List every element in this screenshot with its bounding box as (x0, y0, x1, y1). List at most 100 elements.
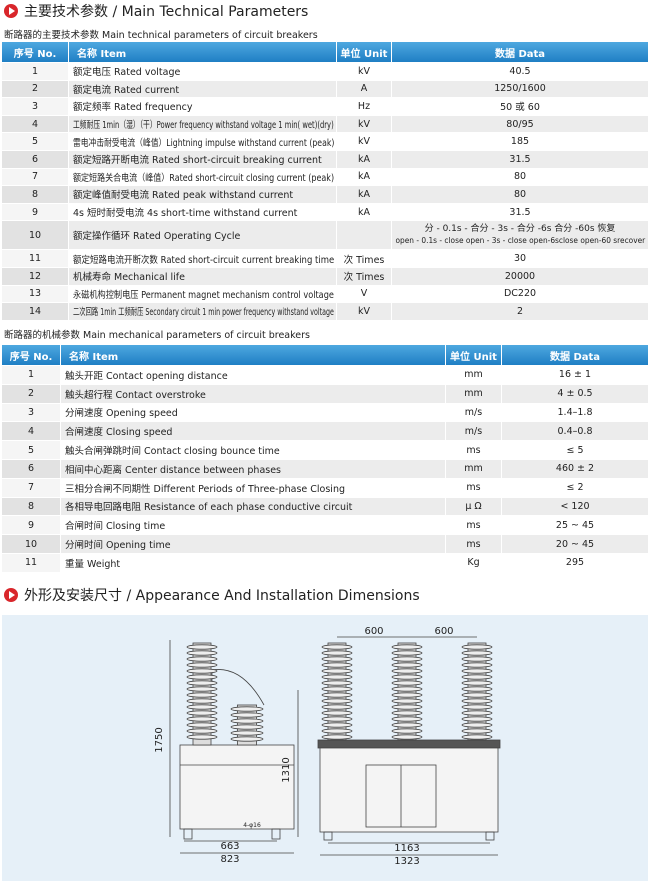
table-cell: ms (445, 478, 501, 497)
table-row: 5 雷电冲击耐受电流（峰值）Lightning impulse withstand… (2, 133, 648, 151)
cell-text: 16 ± 1 (558, 369, 592, 381)
table-cell: kA (336, 168, 391, 186)
cell-text: 额定频率 Rated frequency (73, 102, 193, 114)
cell-text: 工频耐压 1min（湿）（干）Power frequency withstand… (73, 120, 334, 132)
dimension-label: 4-φ16 (243, 822, 261, 829)
table-cell: 额定短路关合电流（峰值）Rated short-circuit closing … (68, 168, 336, 186)
cell-text: 1 (27, 369, 35, 381)
table-cell: 额定峰值耐受电流 Rated peak withstand current (68, 186, 336, 203)
cell-text: m/s (464, 425, 483, 437)
table-cell: 10 (2, 221, 68, 250)
cell-text: 10 (28, 229, 42, 241)
table-row: 9 4s 短时耐受电流 4s short-time withstand curre… (2, 203, 648, 222)
insulator-part (230, 712, 264, 718)
leg (271, 828, 281, 840)
table-cell: 5 (2, 441, 60, 459)
table-cell: 重量 Weight (60, 553, 445, 572)
table-header: 序号 No. 名称 Item 单位 Unit 数据 Data (2, 345, 648, 366)
insulator-part (186, 728, 218, 734)
table-cell: 触头超行程 Contact overstroke (60, 384, 445, 403)
cell-text: 额定短路关合电流（峰值）Rated short-circuit closing … (73, 172, 335, 184)
cell-text: Hz (357, 100, 371, 112)
table-cell: 12 (2, 267, 68, 285)
insulator-part (461, 716, 493, 722)
cell-text: 4 (31, 118, 39, 130)
table-cell: kA (336, 203, 391, 221)
cell-text: V (360, 288, 368, 300)
cell-text: 9 (31, 206, 39, 218)
dimension-drawing: 1750 1310 663 823 4-φ16 600 600 1163 132… (2, 615, 648, 881)
table-cell: 16 ± 1 (501, 366, 648, 384)
insulator-part (461, 722, 493, 728)
table-cell: 9 (2, 203, 68, 221)
table-cell: 额定操作循环 Rated Operating Cycle (68, 221, 336, 250)
cabinet (319, 747, 499, 833)
cell-text: m/s (464, 406, 483, 418)
insulator-part (230, 730, 264, 736)
table-cell: 50 或 60 (391, 98, 648, 115)
cell-text: kA (357, 153, 370, 165)
table-cell: mm (445, 459, 501, 478)
cell-text: 额定电流 Rated current (73, 84, 180, 96)
table-cell: 额定短路开断电流 Rated short-circuit breaking cu… (68, 150, 336, 168)
insulator-part (461, 674, 493, 680)
table-cell: 次 Times (336, 267, 391, 285)
table-row: 3 分闸速度 Opening speed m/s 1.4–1.8 (2, 403, 648, 423)
dimension-label: 600 (364, 626, 383, 637)
table-cell: 雷电冲击耐受电流（峰值）Lightning impulse withstand … (68, 133, 336, 150)
cell-text: 合闸时间 Closing time (65, 521, 166, 533)
insulator-part (391, 728, 423, 734)
table-cell: 6 (2, 150, 68, 168)
cell-text: kV (357, 65, 370, 77)
insulator-part (230, 736, 264, 742)
insulator-part (321, 704, 353, 710)
cell-text: 2 (27, 388, 35, 400)
table-cell: m/s (445, 422, 501, 441)
insulator-part (186, 668, 218, 674)
table-cell: 额定电流 Rated current (68, 80, 336, 98)
dimension-label: 823 (220, 854, 239, 865)
insulator-part (186, 734, 218, 740)
table-cell: m/s (445, 403, 501, 422)
table-row: 4 合闸速度 Closing speed m/s 0.4–0.8 (2, 422, 648, 442)
cell-text: 13 (28, 288, 42, 300)
insulator-part (230, 724, 264, 730)
table-cell: 7 (2, 168, 68, 186)
insulator-part (461, 728, 493, 734)
cell-text: 7 (27, 482, 35, 494)
leg (323, 831, 333, 841)
cell-text: 31.5 (509, 153, 531, 165)
cell-text: 4 ± 0.5 (557, 388, 593, 400)
cell-text: 分闸时间 Opening time (65, 540, 171, 552)
table-cell: 80 (391, 168, 648, 186)
cell-text: 20 ~ 45 (555, 538, 595, 550)
table-cell: 460 ± 2 (501, 459, 648, 478)
table-cell: 额定电压 Rated voltage (68, 63, 336, 80)
table-cell: 分闸速度 Opening speed (60, 403, 445, 422)
table-cell: 1 (2, 366, 60, 384)
table-cell: kA (336, 150, 391, 168)
cell-text: DC220 (503, 288, 537, 300)
insulator-part (186, 722, 218, 728)
insulator-part (186, 674, 218, 680)
table: 序号 No. 名称 Item 单位 Unit 数据 Data 1 额定电压 Rated v… (2, 42, 648, 321)
cell-text: 触头合闸弹跳时间 Contact closing bounce time (65, 446, 280, 458)
table-row: 2 触头超行程 Contact overstroke mm 4 ± 0.5 (2, 384, 648, 404)
cell-text: 8 (27, 500, 35, 512)
cell-text: kV (357, 118, 370, 130)
cell-text: 7 (31, 171, 39, 183)
cell-text: 6 (27, 463, 35, 475)
cell-text: 14 (28, 305, 42, 317)
table-cell: 80 (391, 186, 648, 203)
cell-text: 80/95 (506, 118, 534, 130)
table-cell: kV (336, 133, 391, 150)
table-row: 4 工频耐压 1min（湿）（干）Power frequency withstan… (2, 115, 648, 134)
insulator-part (461, 692, 493, 698)
table-cell: 14 (2, 303, 68, 320)
table-cell: 二次回路 1min 工频耐压 Secondary circuit 1 min p… (68, 303, 336, 320)
header-cell: 序号 No. (9, 351, 53, 363)
table-cell (336, 221, 391, 250)
table-cell: 次 Times (336, 250, 391, 267)
table-row: 11 额定短路电流开断次数 Rated short-circuit current… (2, 250, 648, 268)
table-cell: 相间中心距离 Center distance between phases (60, 459, 445, 478)
